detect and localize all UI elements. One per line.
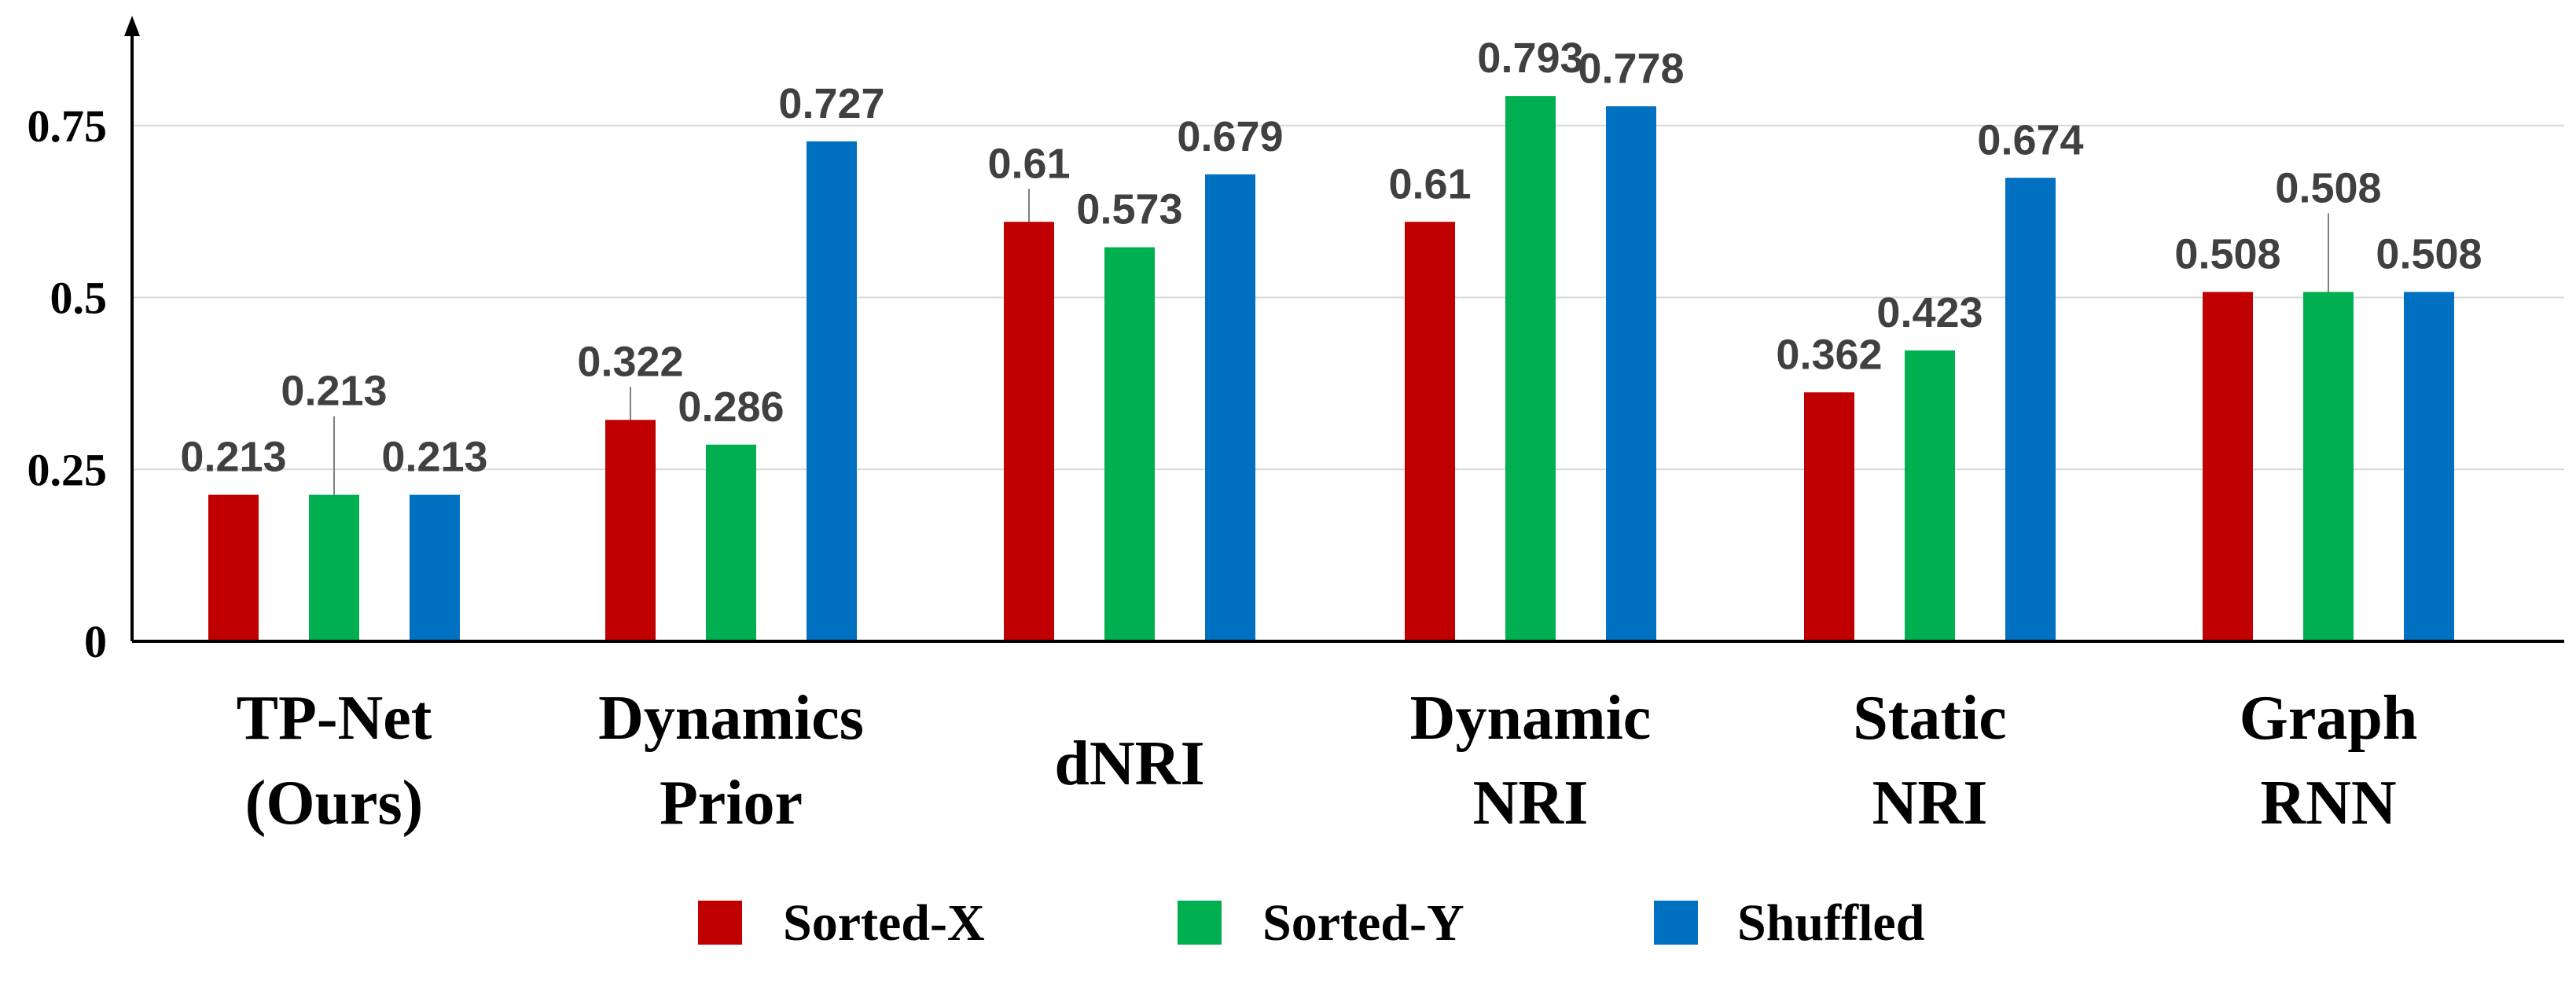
data-label-sorted-y-3: 0.793 — [1477, 35, 1583, 82]
data-label-sorted-x-4: 0.362 — [1776, 331, 1882, 378]
bar-shuffled-3 — [1606, 106, 1656, 641]
data-label-sorted-y-1: 0.286 — [678, 384, 784, 431]
data-label-sorted-y-4: 0.423 — [1876, 289, 1983, 336]
bar-sorted-x-2 — [1004, 222, 1054, 641]
bar-shuffled-1 — [807, 141, 857, 641]
data-label-sorted-y-2: 0.573 — [1076, 186, 1182, 233]
axes — [124, 16, 2564, 643]
bar-sorted-x-3 — [1405, 222, 1455, 641]
y-tick-label: 0.75 — [28, 101, 108, 152]
data-label-shuffled-0: 0.213 — [381, 434, 487, 481]
data-labels: 0.213 0.322 0.61 0.61 0.362 0.508 0.213 0.286 0.… — [180, 35, 2482, 481]
legend-swatch-sorted-x — [698, 901, 742, 945]
data-label-shuffled-2: 0.679 — [1177, 113, 1283, 160]
bar-sorted-y-4 — [1905, 350, 1955, 641]
data-label-sorted-y-5: 0.508 — [2275, 165, 2381, 212]
data-label-sorted-x-5: 0.508 — [2174, 231, 2280, 278]
bar-shuffled-5 — [2404, 292, 2454, 641]
data-label-shuffled-1: 0.727 — [778, 80, 884, 127]
legend-swatch-shuffled — [1654, 901, 1698, 945]
bar-sorted-x-4 — [1804, 392, 1854, 641]
bar-sorted-x-0 — [208, 494, 259, 641]
y-tick-label: 0 — [84, 616, 107, 667]
bars — [208, 96, 2454, 641]
bar-shuffled-4 — [2005, 178, 2056, 641]
legend-swatch-sorted-y — [1178, 901, 1222, 945]
y-tick-label: 0.5 — [50, 273, 108, 324]
category-label-1: Dynamics Prior — [598, 684, 864, 838]
y-tick-label: 0.25 — [28, 444, 108, 495]
category-label-5: Graph RNN — [2240, 684, 2418, 838]
bar-sorted-y-5 — [2303, 292, 2354, 641]
data-label-shuffled-4: 0.674 — [1977, 116, 2083, 163]
legend-label-sorted-y: Sorted-Y — [1262, 894, 1464, 952]
data-label-sorted-x-3: 0.61 — [1388, 160, 1471, 207]
legend: Sorted-X Sorted-Y Shuffled — [698, 894, 1924, 952]
bar-sorted-x-5 — [2203, 292, 2253, 641]
bar-sorted-y-2 — [1104, 247, 1155, 641]
data-label-sorted-x-1: 0.322 — [577, 338, 683, 385]
category-label-4: Static NRI — [1853, 684, 2007, 838]
legend-label-sorted-x: Sorted-X — [783, 894, 985, 952]
y-axis-arrow — [124, 16, 140, 36]
data-label-sorted-x-2: 0.61 — [987, 140, 1070, 187]
y-tick-labels: 0 0.25 0.5 0.75 — [28, 101, 108, 667]
bar-sorted-y-3 — [1505, 96, 1556, 641]
bar-sorted-x-1 — [605, 420, 656, 641]
category-labels: TP-Net (Ours) Dynamics Prior dNRI Dynamic NRI S… — [237, 684, 2418, 838]
data-label-sorted-y-0: 0.213 — [281, 368, 387, 415]
category-label-0: TP-Net (Ours) — [237, 684, 432, 838]
data-label-shuffled-5: 0.508 — [2376, 231, 2482, 278]
leader-lines — [333, 189, 2329, 495]
bar-shuffled-0 — [410, 494, 460, 641]
data-label-shuffled-3: 0.778 — [1578, 45, 1684, 92]
bar-sorted-y-0 — [309, 494, 359, 641]
category-label-3: Dynamic NRI — [1410, 684, 1652, 838]
bar-sorted-y-1 — [706, 444, 756, 641]
data-label-sorted-x-0: 0.213 — [180, 434, 286, 481]
grid-lines — [132, 124, 2564, 471]
legend-label-shuffled: Shuffled — [1737, 894, 1924, 952]
bar-shuffled-2 — [1205, 174, 1255, 641]
category-label-2: dNRI — [1054, 729, 1204, 798]
